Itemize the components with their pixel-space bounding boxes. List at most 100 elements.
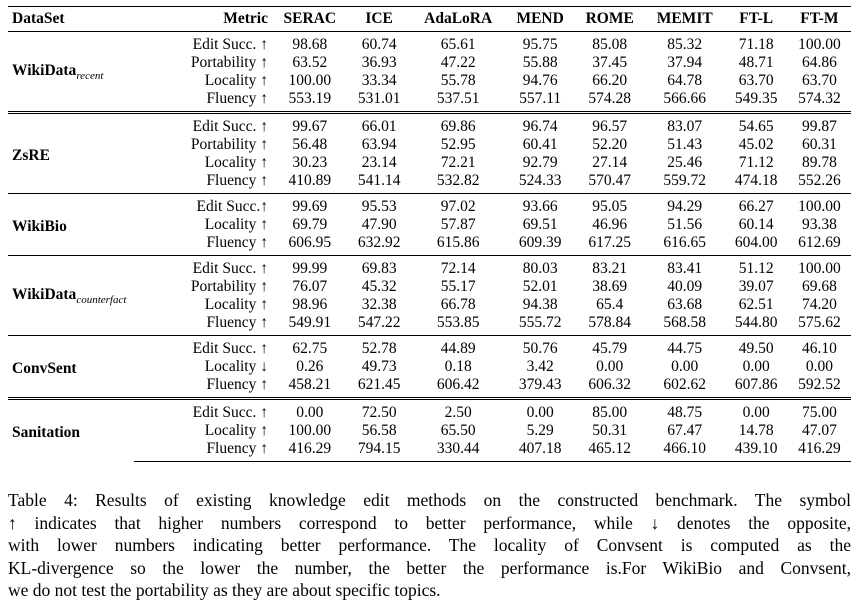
header-memit: MEMIT xyxy=(644,6,725,32)
metric-value: 93.38 xyxy=(801,216,837,233)
metric-value: 25.46 xyxy=(667,154,703,171)
metric-value: 66.78 xyxy=(440,296,476,313)
metric-value: 0.00 xyxy=(805,358,833,375)
metric-value: 574.28 xyxy=(588,90,632,107)
metric-value: 612.69 xyxy=(798,234,841,251)
metric-value: 37.45 xyxy=(592,54,628,71)
metric-value: 50.76 xyxy=(505,335,575,358)
metric-value: 575.62 xyxy=(798,314,841,331)
metric-value: 83.07 xyxy=(644,111,725,136)
dataset-label: Sanitation xyxy=(12,423,81,441)
metric-value: 537.51 xyxy=(436,90,480,107)
metric-value: 592.52 xyxy=(798,376,841,393)
dataset-subscript: recent xyxy=(76,70,104,83)
metric-label: Edit Succ. ↑ xyxy=(134,335,272,358)
metric-value: 98.96 xyxy=(292,296,328,313)
metric-value: 32.38 xyxy=(361,296,397,313)
metric-value: 97.02 xyxy=(410,193,506,216)
metric-label: Locality ↑ xyxy=(204,154,268,171)
header-metric: Metric xyxy=(134,6,272,32)
metric-value: 100.00 xyxy=(787,255,851,278)
metric-value: 541.14 xyxy=(357,172,401,189)
metric-value: 330.44 xyxy=(410,440,506,462)
metric-value: 0.00 xyxy=(505,397,575,422)
metric-value: 48.71 xyxy=(738,54,774,71)
metric-value: 557.11 xyxy=(519,90,562,107)
metric-value: 46.96 xyxy=(592,216,628,233)
table-row: Locality ↑ 69.79 47.90 57.87 69.51 46.96 51.56… xyxy=(8,216,851,234)
table-row: Sanitation Edit Succ. ↑ 0.00 72.50 2.50 0.00 8… xyxy=(8,397,851,462)
metric-value: 39.07 xyxy=(738,278,774,295)
metric-value: 47.90 xyxy=(361,216,397,233)
dataset-label: WikiData xyxy=(12,285,77,303)
metric-label: Fluency ↑ xyxy=(206,376,268,393)
metric-value: 63.70 xyxy=(801,72,837,89)
metric-value: 63.70 xyxy=(738,72,774,89)
metric-label: Edit Succ.↑ xyxy=(134,193,272,216)
metric-label: Portability ↑ xyxy=(190,54,268,71)
metric-value: 71.12 xyxy=(738,154,774,171)
metric-value: 3.42 xyxy=(526,358,554,375)
metric-value: 0.18 xyxy=(444,358,472,375)
metric-value: 76.07 xyxy=(292,278,328,295)
metric-label: Portability ↑ xyxy=(190,278,268,295)
metric-value: 92.79 xyxy=(522,154,558,171)
metric-label: Edit Succ. ↑ xyxy=(134,397,272,422)
metric-value: 47.22 xyxy=(440,54,476,71)
metric-value: 95.05 xyxy=(574,193,645,216)
metric-value: 64.86 xyxy=(801,54,837,71)
metric-value: 23.14 xyxy=(361,154,397,171)
caption-line-1: Table 4: Results of existing knowledge e… xyxy=(8,490,851,510)
dataset-name: Sanitation xyxy=(8,397,134,462)
metric-value: 553.19 xyxy=(288,90,332,107)
dataset-name: ZsRE xyxy=(8,111,134,194)
metric-value: 549.35 xyxy=(734,90,778,107)
metric-label: Fluency ↑ xyxy=(206,172,268,189)
metric-value: 54.65 xyxy=(724,111,788,136)
table-row: Locality ↑ 98.96 32.38 66.78 94.38 65.4 63.68 6… xyxy=(8,296,851,314)
metric-value: 66.27 xyxy=(724,193,788,216)
metric-value: 74.20 xyxy=(801,296,837,313)
caption-line-5: we do not test the portability as they a… xyxy=(8,580,441,600)
metric-value: 69.86 xyxy=(410,111,506,136)
metric-value: 794.15 xyxy=(347,440,411,462)
metric-value: 45.32 xyxy=(361,278,397,295)
metric-value: 94.76 xyxy=(522,72,558,89)
metric-value: 83.41 xyxy=(644,255,725,278)
metric-value: 60.14 xyxy=(738,216,774,233)
metric-value: 63.68 xyxy=(667,296,703,313)
metric-value: 48.75 xyxy=(644,397,725,422)
metric-value: 83.21 xyxy=(574,255,645,278)
metric-value: 410.89 xyxy=(288,172,332,189)
metric-value: 570.47 xyxy=(588,172,632,189)
caption-line-3: with lower numbers indicating better per… xyxy=(8,535,851,555)
metric-value: 615.86 xyxy=(436,234,480,251)
metric-value: 65.50 xyxy=(440,422,476,439)
table-row: Portability ↑ 76.07 45.32 55.17 52.01 38.69 40… xyxy=(8,278,851,296)
metric-value: 416.29 xyxy=(787,440,851,462)
metric-value: 85.32 xyxy=(667,36,703,53)
metric-value: 44.75 xyxy=(644,335,725,358)
metric-value: 98.68 xyxy=(292,36,328,53)
table-row: ZsRE Edit Succ. ↑ 99.67 66.01 69.86 96.74 96.5… xyxy=(8,111,851,194)
metric-value: 67.47 xyxy=(667,422,703,439)
table-row: WikiDatacounterfact Edit Succ. ↑ 99.99 69.8… xyxy=(8,255,851,336)
table-row: Portability ↑ 56.48 63.94 52.95 60.41 52.20 51… xyxy=(8,136,851,154)
metric-value: 55.78 xyxy=(440,72,476,89)
dataset-label: WikiBio xyxy=(12,217,67,235)
metric-value: 64.78 xyxy=(667,72,703,89)
metric-value: 36.93 xyxy=(361,54,397,71)
metric-value: 50.31 xyxy=(592,422,628,439)
metric-value: 609.39 xyxy=(518,234,562,251)
metric-value: 555.72 xyxy=(518,314,562,331)
metric-value: 55.88 xyxy=(522,54,558,71)
metric-value: 458.21 xyxy=(288,376,332,393)
metric-value: 574.32 xyxy=(798,90,841,107)
metric-value: 33.34 xyxy=(361,72,397,89)
metric-value: 37.94 xyxy=(667,54,703,71)
metric-value: 80.03 xyxy=(505,255,575,278)
metric-value: 100.00 xyxy=(288,72,332,89)
metric-value: 71.18 xyxy=(738,36,774,53)
metric-value: 55.17 xyxy=(440,278,476,295)
metric-value: 96.57 xyxy=(574,111,645,136)
